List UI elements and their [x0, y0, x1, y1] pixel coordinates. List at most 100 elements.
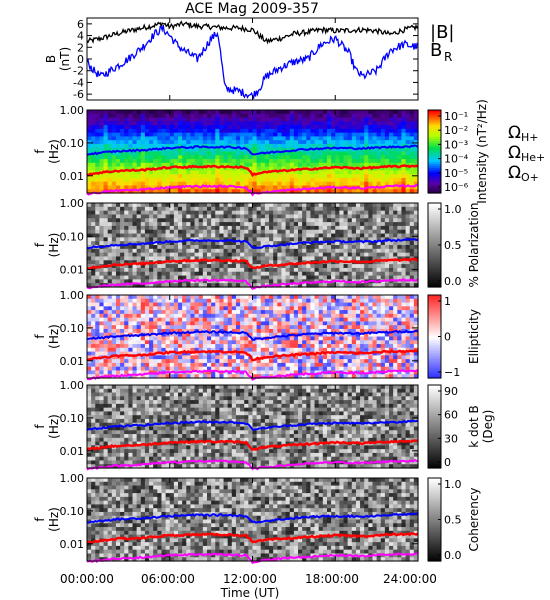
heatmap-cell — [215, 222, 220, 227]
heatmap-cell — [223, 170, 229, 175]
heatmap-cell — [384, 177, 390, 183]
heatmap-cell — [165, 245, 171, 250]
heatmap-cell — [351, 267, 357, 273]
heatmap-cell — [215, 143, 220, 149]
heatmap-cell — [302, 267, 307, 273]
heatmap-cell — [273, 332, 278, 338]
heatmap-cell — [111, 248, 117, 254]
heatmap-cell — [169, 245, 175, 250]
heatmap-cell — [202, 310, 208, 315]
heatmap-cell — [389, 162, 394, 168]
heatmap-cell — [115, 128, 121, 134]
heatmap-cell — [405, 252, 411, 258]
heatmap-cell — [289, 140, 295, 145]
heatmap-cell — [310, 271, 316, 277]
heatmap-cell — [248, 267, 254, 273]
heatmap-cell — [285, 174, 291, 179]
heatmap-cell — [264, 245, 270, 250]
heatmap-cell — [285, 283, 291, 288]
heatmap-cell — [306, 203, 312, 208]
heatmap-cell — [397, 166, 403, 171]
heatmap-cell — [128, 317, 134, 323]
heatmap-cell — [149, 313, 154, 319]
heatmap-cell — [335, 113, 340, 119]
heatmap-cell — [326, 283, 332, 288]
heatmap-cell — [103, 267, 109, 273]
heatmap-cell — [302, 128, 307, 134]
heatmap-cell — [140, 121, 146, 126]
heatmap-cell — [140, 321, 146, 326]
heatmap-cell — [111, 245, 117, 250]
heatmap-cell — [351, 110, 357, 115]
heatmap-cell — [169, 260, 175, 265]
heatmap-cell — [364, 225, 369, 231]
heatmap-cell — [248, 241, 254, 246]
heatmap-cell — [293, 321, 299, 326]
heatmap-cell — [314, 321, 320, 326]
heatmap-cell — [87, 241, 92, 246]
heatmap-cell — [413, 279, 419, 284]
heatmap-cell — [111, 121, 117, 126]
heatmap-cell — [169, 275, 175, 280]
heatmap-cell — [310, 177, 316, 183]
heatmap-cell — [273, 132, 278, 138]
heatmap-cell — [91, 117, 96, 122]
heatmap-cell — [264, 295, 270, 300]
heatmap-cell — [248, 340, 254, 345]
heatmap-cell — [264, 252, 270, 258]
heatmap-cell — [91, 366, 96, 372]
heatmap-cell — [302, 344, 307, 349]
heatmap-cell — [95, 177, 101, 183]
heatmap-cell — [178, 332, 183, 338]
heatmap-cell — [364, 275, 369, 280]
heatmap-cell — [182, 271, 187, 277]
heatmap-cell — [178, 355, 183, 360]
heatmap-cell — [173, 295, 179, 300]
heatmap-cell — [401, 125, 407, 130]
colorbar-segment — [428, 240, 441, 244]
heatmap-cell — [202, 181, 208, 187]
heatmap-cell — [227, 317, 233, 323]
heatmap-cell — [202, 121, 208, 126]
heatmap-cell — [318, 222, 324, 227]
heatmap-cell — [211, 245, 216, 250]
heatmap-cell — [124, 275, 129, 280]
colorbar-label: Intensity (nT²/Hz) — [475, 99, 489, 204]
heatmap-cell — [256, 140, 262, 145]
heatmap-cell — [376, 143, 382, 149]
heatmap-cell — [401, 110, 407, 115]
heatmap-cell — [132, 264, 138, 269]
heatmap-cell — [136, 267, 142, 273]
heatmap-cell — [87, 310, 92, 315]
heatmap-cell — [190, 203, 196, 208]
heatmap-cell — [182, 317, 187, 323]
heatmap-cell — [169, 151, 175, 156]
heatmap-cell — [231, 125, 237, 130]
heatmap-cell — [190, 295, 196, 300]
heatmap-cell — [405, 279, 411, 284]
heatmap-cell — [219, 267, 225, 273]
heatmap-cell — [198, 113, 204, 119]
heatmap-cell — [186, 214, 192, 219]
heatmap-cell — [95, 210, 101, 216]
heatmap-cell — [215, 174, 220, 179]
heatmap-cell — [240, 147, 245, 153]
heatmap-cell — [144, 310, 150, 315]
heatmap-cell — [339, 210, 345, 216]
heatmap-cell — [215, 110, 220, 115]
heatmap-cell — [376, 121, 382, 126]
heatmap-cell — [277, 113, 283, 119]
heatmap-cell — [107, 313, 113, 319]
heatmap-cell — [281, 229, 287, 235]
heatmap-cell — [206, 151, 212, 156]
heatmap-cell — [132, 162, 138, 168]
heatmap-cell — [306, 151, 312, 156]
heatmap-cell — [161, 166, 167, 171]
heatmap-cell — [355, 110, 361, 115]
heatmap-cell — [120, 162, 125, 168]
heatmap-cell — [273, 275, 278, 280]
heatmap-cell — [140, 366, 146, 372]
heatmap-cell — [91, 113, 96, 119]
heatmap-cell — [351, 256, 357, 261]
heatmap-cell — [322, 181, 328, 187]
